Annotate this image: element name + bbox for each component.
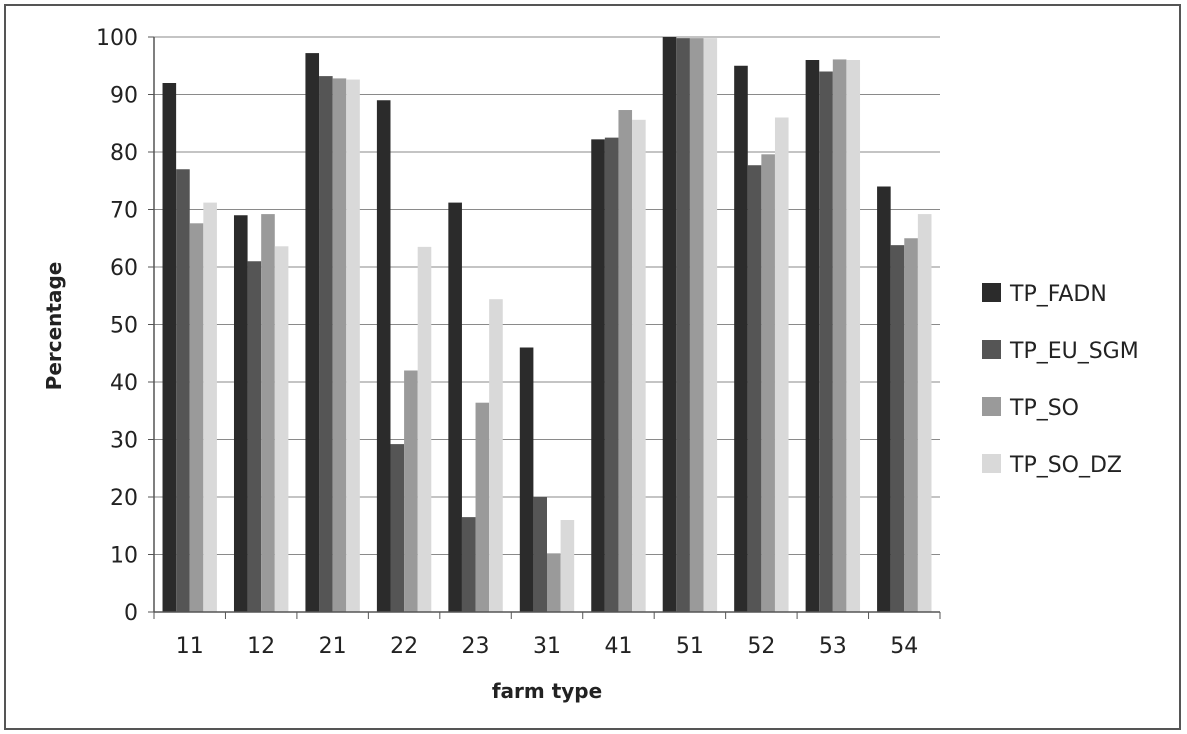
- bar-TP_SO_DZ-12: [274, 246, 289, 613]
- y-tick-label: 100: [96, 26, 138, 51]
- x-tick-label: 52: [747, 634, 775, 659]
- bar-TP_SO-23: [475, 402, 490, 612]
- bar-TP_SO_DZ-53: [846, 60, 861, 612]
- bar-TP_FADN-53: [805, 60, 820, 612]
- x-tick-label: 21: [319, 634, 347, 659]
- y-tick-label: 40: [110, 371, 138, 396]
- x-tick-label: 54: [890, 634, 918, 659]
- bar-TP_EU_SGM-21: [319, 76, 333, 613]
- axes: [148, 36, 941, 619]
- bar-TP_FADN-54: [877, 186, 891, 612]
- x-tick-labels: 11 12 21 22 23 31 41 51 52 53 54: [176, 634, 919, 659]
- x-tick-label: 22: [390, 634, 418, 659]
- bar-TP_FADN-11: [162, 83, 177, 612]
- bar-TP_EU_SGM-51: [676, 38, 690, 612]
- bar-TP_SO-11: [189, 223, 204, 613]
- bar-TP_SO-41: [618, 110, 633, 613]
- x-tick-label: 11: [176, 634, 204, 659]
- bar-TP_FADN-31: [519, 347, 534, 612]
- bar-TP_FADN-22: [376, 100, 391, 612]
- y-tick-label: 80: [110, 141, 138, 166]
- bars: [162, 37, 932, 613]
- bar-TP_SO-53: [832, 59, 847, 613]
- y-tick-labels: 0 10 20 30 40 50 60 70 80 90 100: [96, 26, 138, 626]
- bar-TP_SO-51: [689, 38, 704, 612]
- x-axis-title: farm type: [492, 679, 602, 703]
- bar-TP_FADN-52: [734, 65, 748, 612]
- bar-TP_FADN-23: [448, 202, 462, 612]
- y-tick-label: 30: [110, 429, 138, 454]
- bar-TP_FADN-21: [305, 53, 320, 613]
- bar-TP_SO_DZ-52: [774, 117, 789, 612]
- bar-TP_EU_SGM-41: [604, 137, 619, 612]
- bar-TP_SO-12: [261, 214, 275, 612]
- legend-label-TP_EU_SGM: TP_EU_SGM: [1009, 339, 1139, 364]
- bar-TP_SO_DZ-22: [417, 246, 432, 612]
- bar-TP_EU_SGM-52: [747, 165, 762, 612]
- x-tick-label: 31: [533, 634, 561, 659]
- bar-TP_EU_SGM-23: [461, 517, 476, 612]
- y-tick-label: 70: [110, 199, 138, 224]
- bar-TP_SO-31: [547, 553, 561, 612]
- bar-TP_FADN-51: [662, 37, 677, 612]
- bar-TP_SO-52: [761, 154, 775, 613]
- legend-label-TP_SO: TP_SO: [1009, 396, 1079, 421]
- y-tick-label: 50: [110, 314, 138, 339]
- x-tick-label: 23: [462, 634, 490, 659]
- legend-label-TP_SO_DZ: TP_SO_DZ: [1009, 453, 1122, 478]
- bar-TP_SO_DZ-21: [346, 79, 360, 613]
- y-tick-label: 0: [124, 601, 138, 626]
- x-tick-label: 53: [819, 634, 847, 659]
- legend-swatch-TP_SO: [982, 397, 1001, 416]
- bar-TP_FADN-41: [591, 139, 605, 612]
- bar-TP_EU_SGM-53: [819, 71, 833, 612]
- y-tick-label: 20: [110, 486, 138, 511]
- bar-TP_EU_SGM-12: [247, 261, 262, 612]
- bar-TP_SO-21: [332, 78, 347, 612]
- y-tick-label: 60: [110, 256, 138, 281]
- legend-label-TP_FADN: TP_FADN: [1009, 282, 1107, 307]
- bar-TP_SO-22: [404, 370, 418, 612]
- bar-TP_EU_SGM-31: [533, 497, 547, 612]
- bar-TP_SO_DZ-23: [489, 299, 503, 612]
- y-tick-label: 90: [110, 84, 138, 109]
- bar-TP_SO_DZ-54: [917, 214, 932, 612]
- legend: TP_FADN TP_EU_SGM TP_SO TP_SO_DZ: [982, 282, 1139, 478]
- legend-swatch-TP_SO_DZ: [982, 454, 1001, 473]
- bar-TP_SO-54: [904, 238, 918, 612]
- y-axis-title: Percentage: [42, 262, 66, 391]
- bar-TP_SO_DZ-41: [632, 119, 646, 613]
- bar-TP_EU_SGM-11: [176, 169, 190, 612]
- x-tick-label: 41: [604, 634, 632, 659]
- bar-TP_SO_DZ-51: [703, 38, 718, 612]
- x-tick-label: 12: [247, 634, 275, 659]
- bar-TP_SO_DZ-31: [560, 520, 575, 612]
- legend-swatch-TP_EU_SGM: [982, 340, 1001, 359]
- bar-TP_FADN-12: [233, 215, 248, 612]
- bar-TP_EU_SGM-54: [890, 245, 905, 612]
- x-tick-label: 51: [676, 634, 704, 659]
- bar-TP_SO_DZ-11: [203, 202, 217, 612]
- bar-TP_EU_SGM-22: [390, 444, 405, 612]
- legend-swatch-TP_FADN: [982, 283, 1001, 302]
- y-tick-label: 10: [110, 544, 138, 569]
